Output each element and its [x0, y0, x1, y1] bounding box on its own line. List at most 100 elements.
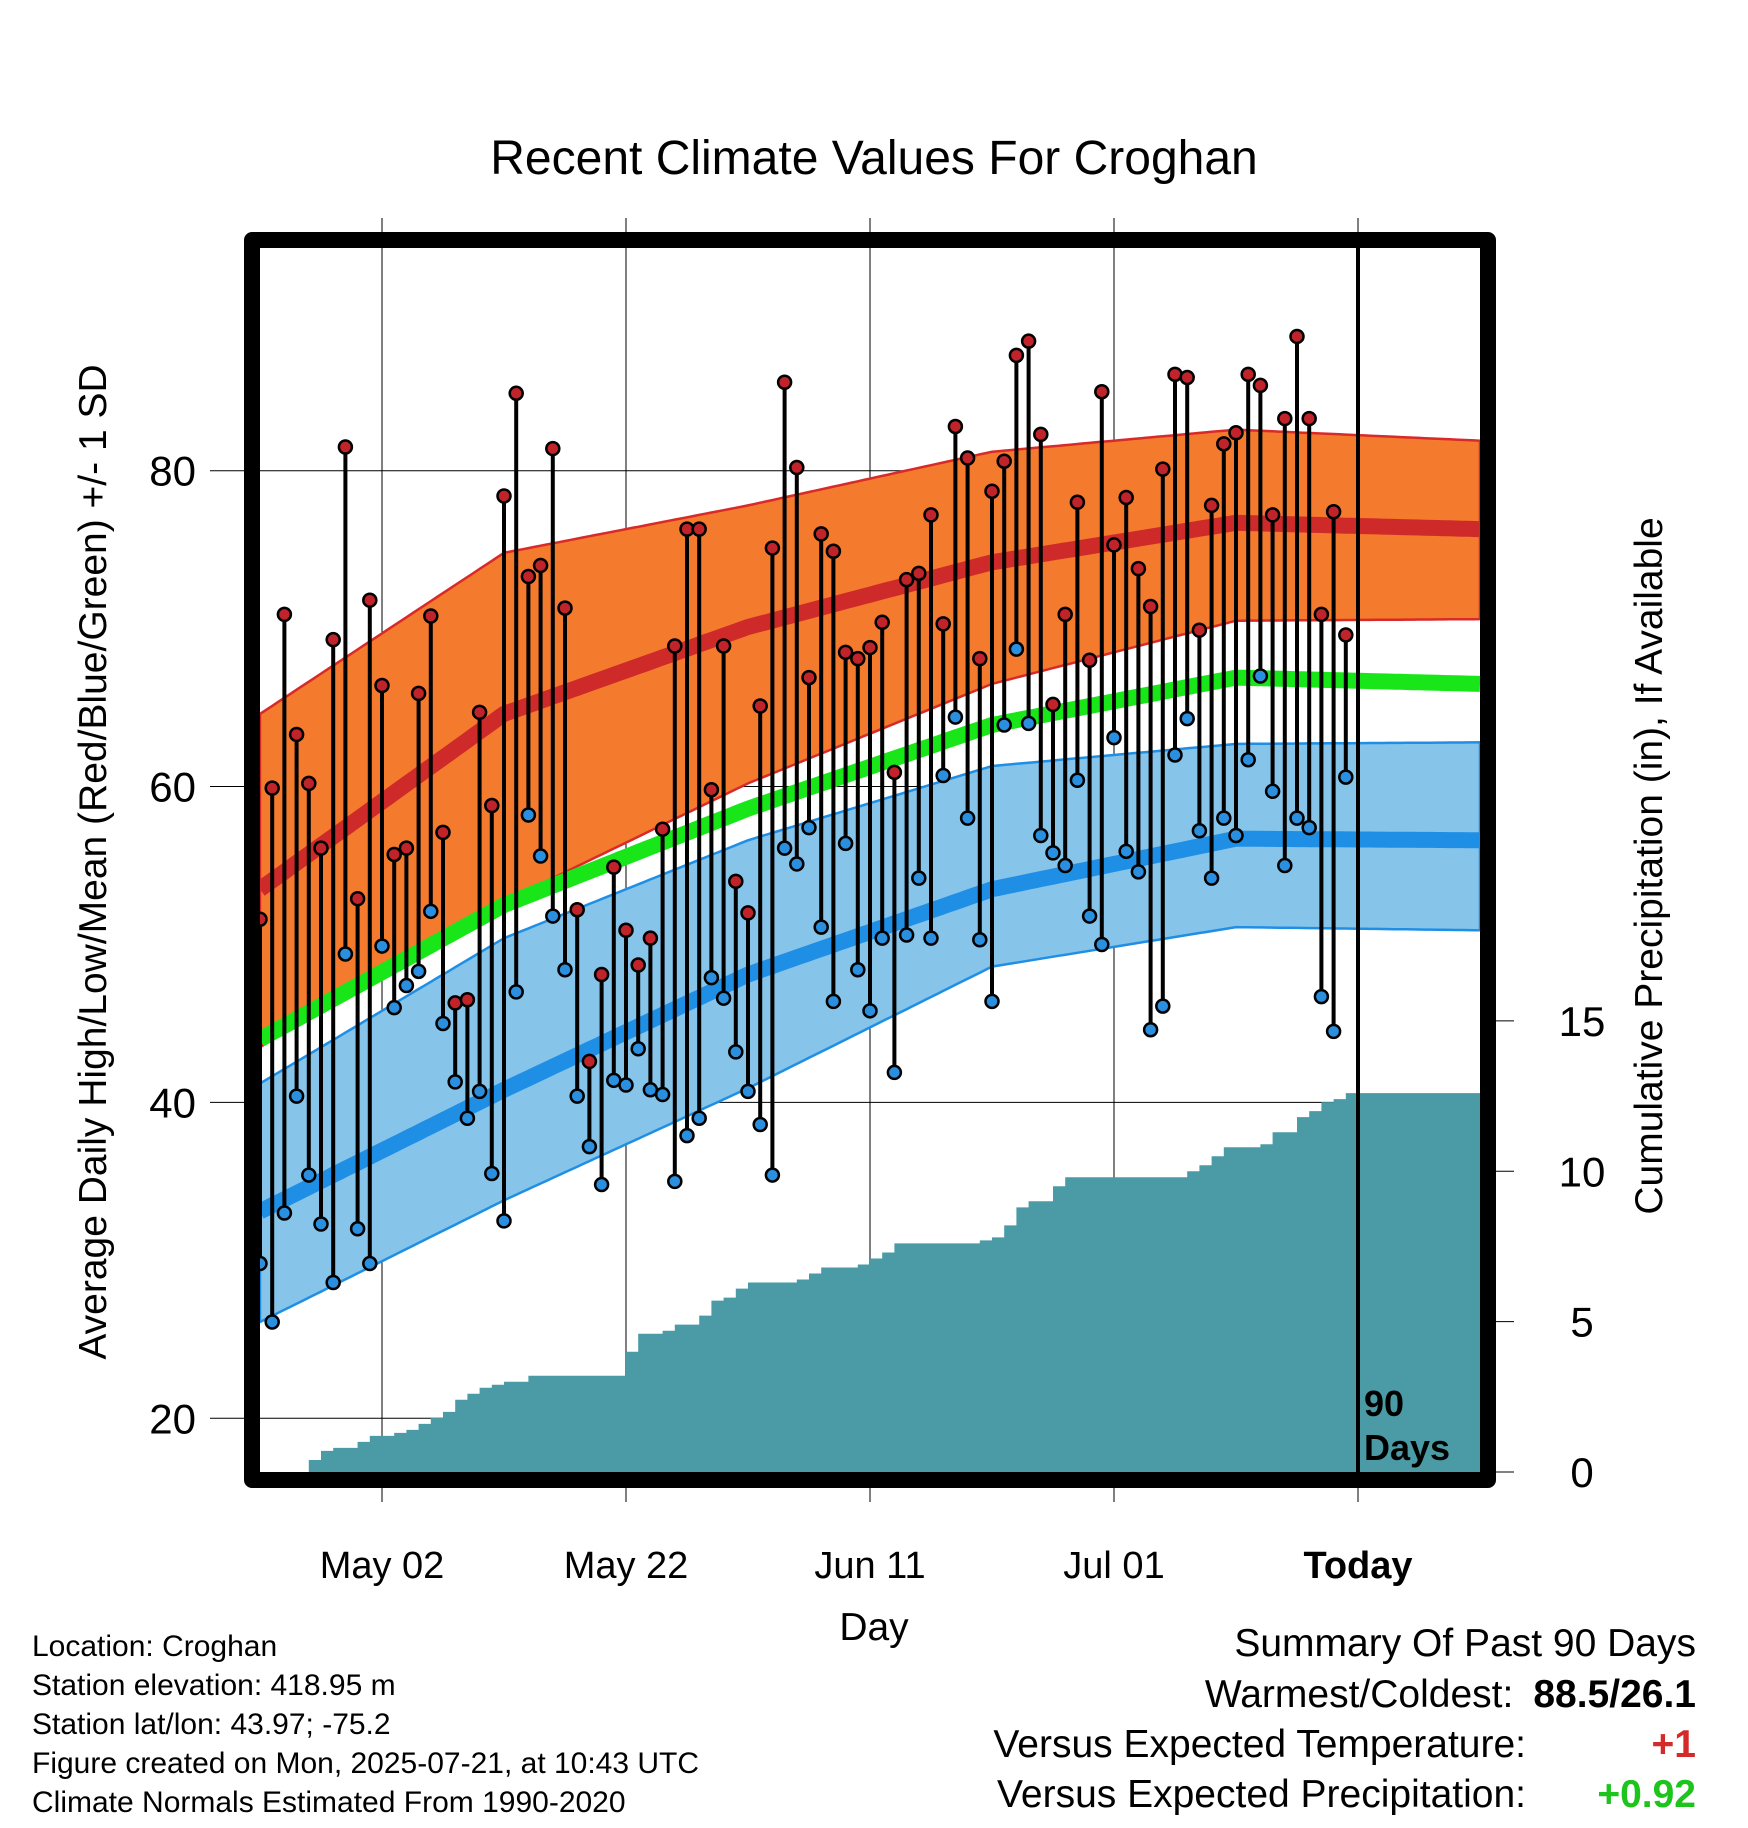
- daily-high-point: [1155, 461, 1171, 477]
- daily-high-point: [850, 650, 866, 667]
- temperature-departure-value: +1: [1651, 1723, 1696, 1766]
- daily-high-point: [337, 439, 354, 455]
- daily-high-point: [1191, 622, 1208, 638]
- daily-low-point: [1203, 870, 1220, 886]
- daily-high-point: [752, 698, 768, 714]
- daily-low-point: [569, 1088, 585, 1104]
- daily-low-point: [1277, 857, 1293, 874]
- daily-low-point: [374, 938, 390, 954]
- daily-low-point: [1130, 864, 1147, 880]
- daily-high-point: [532, 557, 549, 574]
- daily-high-point: [260, 911, 268, 927]
- daily-low-point: [508, 984, 524, 1000]
- daily-high-point: [862, 639, 878, 656]
- daily-high-point: [264, 780, 280, 796]
- daily-high-point: [496, 488, 512, 504]
- daily-high-point: [996, 453, 1012, 469]
- daily-high-point: [740, 905, 756, 921]
- daily-low-point: [471, 1083, 488, 1100]
- daily-high-point: [630, 957, 646, 973]
- daily-low-point: [1301, 819, 1317, 836]
- daily-low-point: [1094, 936, 1110, 953]
- ninety-days-annotation: 90: [1364, 1383, 1404, 1424]
- summary-warmest-coldest: Warmest/Coldest: 88.5/26.1: [1205, 1673, 1696, 1717]
- daily-high-point: [898, 571, 915, 588]
- daily-high-point: [1277, 410, 1293, 427]
- daily-high-point: [435, 824, 451, 841]
- daily-low-point: [362, 1255, 378, 1272]
- daily-low-point: [1106, 729, 1122, 746]
- daily-low-point: [337, 946, 354, 962]
- daily-high-point: [776, 374, 793, 390]
- daily-high-point: [801, 669, 817, 686]
- daily-high-point: [703, 781, 720, 798]
- daily-low-point: [1008, 641, 1025, 657]
- daily-low-point: [1252, 668, 1269, 684]
- daily-high-point: [837, 644, 854, 661]
- daily-high-point: [1203, 497, 1220, 514]
- daily-low-point: [1216, 810, 1232, 826]
- daily-low-point: [1057, 857, 1073, 874]
- daily-high-point: [1179, 369, 1195, 386]
- daily-low-point: [703, 969, 720, 986]
- daily-low-point: [1167, 747, 1183, 763]
- daily-low-point: [325, 1274, 341, 1291]
- x-tick-label: Jun 11: [814, 1545, 925, 1587]
- chart-title: Recent Climate Values For Croghan: [490, 132, 1257, 185]
- daily-high-point: [325, 631, 341, 648]
- daily-low-point: [386, 999, 402, 1016]
- daily-low-point: [410, 963, 427, 980]
- warmest-coldest-label: Warmest/Coldest:: [1204, 1673, 1514, 1716]
- daily-low-point: [1045, 845, 1061, 861]
- daily-high-point: [1094, 383, 1110, 400]
- daily-low-point: [1179, 710, 1195, 727]
- daily-high-point: [667, 638, 683, 654]
- daily-high-point: [276, 606, 293, 623]
- daily-high-point: [1216, 436, 1232, 452]
- daily-high-point: [301, 775, 317, 792]
- daily-high-point: [593, 966, 610, 983]
- daily-low-point: [1313, 988, 1330, 1005]
- daily-high-point: [1008, 347, 1025, 364]
- daily-high-point: [1252, 377, 1269, 394]
- x-tick-label: Today: [1303, 1545, 1412, 1587]
- daily-low-point: [1325, 1023, 1342, 1040]
- daily-high-point: [947, 418, 964, 435]
- daily-high-point: [813, 526, 829, 542]
- daily-high-point: [1228, 425, 1244, 441]
- daily-high-point: [471, 704, 488, 721]
- daily-low-point: [264, 1314, 280, 1330]
- daily-low-point: [1020, 715, 1037, 732]
- daily-low-point: [532, 848, 549, 864]
- daily-low-point: [1240, 751, 1256, 768]
- daily-low-point: [520, 807, 537, 823]
- daily-high-point: [1081, 652, 1098, 668]
- daily-high-point: [1057, 606, 1073, 623]
- daily-low-point: [886, 1064, 903, 1081]
- daily-high-point: [642, 930, 659, 946]
- daily-low-point: [496, 1213, 512, 1229]
- daily-high-point: [520, 568, 537, 585]
- daily-low-point: [691, 1110, 707, 1126]
- daily-high-point: [459, 992, 476, 1008]
- daily-low-point: [874, 930, 890, 946]
- daily-high-point: [288, 726, 305, 743]
- daily-high-point: [984, 483, 1000, 499]
- daily-high-point: [1167, 366, 1183, 383]
- daily-high-point: [1069, 494, 1086, 511]
- summary-heading: Summary Of Past 90 Days: [1234, 1622, 1696, 1665]
- daily-low-point: [679, 1127, 695, 1144]
- daily-high-point: [764, 540, 781, 556]
- y2-tick-label: 0: [1570, 1449, 1593, 1496]
- daily-high-point: [423, 608, 439, 624]
- x-tick-label: Jul 01: [1063, 1545, 1164, 1587]
- y2-tick-label: 5: [1570, 1299, 1593, 1346]
- daily-low-point: [545, 908, 561, 924]
- daily-high-point: [313, 840, 329, 856]
- daily-high-point: [557, 600, 573, 616]
- x-tick-label: May 22: [564, 1545, 689, 1587]
- daily-low-point: [752, 1116, 768, 1133]
- daily-high-point: [545, 440, 561, 457]
- temperature-departure-label: Versus Expected Temperature:: [993, 1723, 1526, 1766]
